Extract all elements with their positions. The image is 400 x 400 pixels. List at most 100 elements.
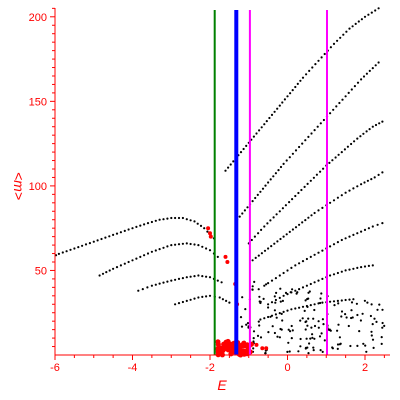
data-point (319, 301, 322, 305)
data-point (57, 252, 61, 255)
data-point (297, 350, 300, 353)
data-point (305, 257, 308, 261)
data-point (356, 266, 359, 269)
data-point (303, 309, 306, 312)
data-point (105, 271, 108, 274)
data-point (273, 295, 276, 298)
data-point (243, 209, 246, 212)
data-point (332, 273, 336, 276)
data-point (367, 13, 370, 16)
data-point (257, 320, 260, 323)
data-point (158, 248, 161, 251)
data-point (208, 276, 212, 279)
data-point (337, 153, 340, 156)
data-point (69, 248, 72, 251)
data-point (353, 85, 356, 88)
data-point (254, 256, 257, 259)
data-point (208, 249, 212, 252)
data-point (274, 277, 277, 280)
data-point (112, 233, 115, 236)
data-point (303, 185, 306, 188)
data-point (344, 269, 347, 272)
data-point (269, 219, 272, 222)
data-point (364, 344, 367, 347)
data-point (291, 198, 294, 201)
data-point (311, 333, 314, 336)
data-point (291, 228, 294, 231)
data-point (240, 325, 244, 328)
data-point (289, 330, 292, 333)
data-point (329, 300, 332, 303)
data-point (263, 249, 267, 252)
data-point (84, 243, 88, 246)
data-point (360, 266, 363, 269)
data-point (294, 307, 297, 310)
data-point (265, 283, 268, 286)
data-point (279, 165, 283, 169)
data-point (334, 156, 337, 159)
data-point (312, 346, 315, 349)
data-point (370, 178, 373, 181)
data-point (304, 219, 307, 222)
data-point (273, 242, 276, 245)
data-point (332, 243, 336, 246)
data-point (295, 292, 298, 295)
data-point (220, 281, 223, 284)
data-point (348, 189, 351, 192)
data-point (218, 296, 221, 299)
data-point (352, 298, 355, 301)
data-point (100, 237, 103, 241)
data-point (264, 352, 267, 355)
data-point (288, 350, 291, 353)
data-point (177, 216, 181, 220)
data-point (170, 244, 173, 247)
x-tick-label: -4 (128, 362, 138, 374)
data-point (332, 108, 335, 111)
data-point (350, 301, 354, 304)
data-point (374, 9, 377, 12)
data-point (170, 279, 173, 282)
data-point (308, 69, 311, 72)
data-point (127, 228, 130, 231)
highlight-point (206, 226, 211, 231)
data-point (181, 300, 184, 304)
data-point (307, 352, 310, 355)
data-point (313, 337, 316, 340)
data-point (311, 66, 314, 69)
highlight-point (254, 342, 259, 347)
data-point (108, 235, 111, 238)
highlight-point (239, 343, 245, 349)
data-point (317, 59, 320, 62)
data-point (256, 193, 259, 196)
data-point (274, 298, 277, 302)
data-point (362, 132, 365, 135)
data-point (378, 122, 381, 125)
data-point (304, 328, 307, 331)
data-point (297, 191, 300, 195)
data-point (301, 305, 305, 308)
data-point (296, 82, 299, 85)
data-point (340, 151, 343, 154)
data-point (253, 280, 256, 283)
data-point (309, 282, 312, 286)
data-point (329, 201, 332, 204)
data-point (336, 329, 339, 332)
data-point (376, 308, 379, 311)
data-point (370, 11, 373, 14)
data-point (98, 274, 101, 277)
x-tick-label: -2 (205, 362, 215, 374)
data-point (246, 322, 250, 325)
data-point (374, 123, 378, 127)
data-point (150, 250, 153, 253)
data-point (81, 244, 84, 247)
data-point (357, 20, 360, 23)
data-point (337, 323, 340, 326)
data-point (279, 237, 282, 241)
data-point (323, 339, 326, 342)
data-point (307, 216, 310, 219)
data-point (197, 244, 200, 247)
data-point (201, 295, 204, 298)
data-point (338, 101, 341, 105)
data-point (131, 227, 134, 230)
data-point (298, 306, 301, 309)
